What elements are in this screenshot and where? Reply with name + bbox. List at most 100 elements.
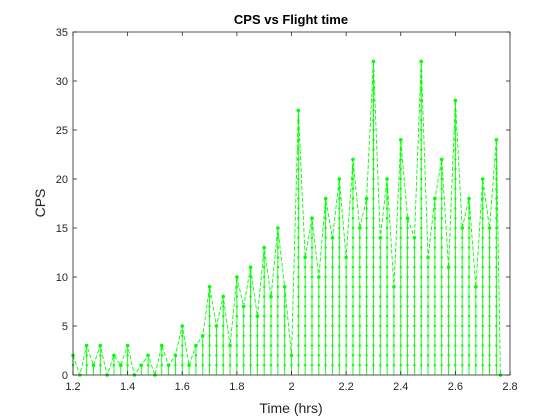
data-point-marker (420, 236, 423, 239)
data-point-marker (297, 246, 300, 249)
data-point-marker (344, 315, 348, 318)
data-point-marker (222, 334, 225, 337)
data-point (480, 177, 485, 181)
data-point-marker (406, 315, 409, 318)
data-point-marker (228, 364, 232, 367)
data-point-marker (338, 187, 341, 190)
data-point-marker (372, 217, 375, 220)
data-point-marker (433, 315, 437, 318)
data-point-marker (372, 138, 375, 141)
y-axis: 0 5 10 15 20 25 30 35 (56, 27, 510, 382)
data-point-marker (249, 354, 252, 357)
data-point-marker (495, 158, 498, 161)
data-point-marker (420, 207, 423, 210)
data-point-marker (454, 285, 457, 288)
data-point-marker (358, 334, 361, 337)
data-point (248, 265, 253, 270)
data-point-marker (249, 275, 252, 279)
data-point-marker (413, 354, 416, 357)
data-point-marker (467, 324, 471, 328)
data-point-marker (208, 305, 211, 308)
data-point-marker (420, 354, 423, 357)
data-point-marker (379, 354, 382, 357)
data-point-marker (461, 295, 464, 298)
y-tick-label: 35 (56, 27, 68, 39)
data-point-marker (317, 334, 321, 337)
data-point-marker (454, 295, 457, 298)
data-point-marker (338, 344, 341, 347)
data-point-marker (440, 187, 443, 190)
data-point-marker (454, 226, 457, 230)
data-point-marker (426, 285, 430, 288)
data-point-marker (344, 344, 348, 347)
data-point-marker (351, 187, 355, 190)
data-point-marker (420, 275, 423, 279)
data-point-marker (481, 207, 484, 210)
data-point-marker (440, 168, 443, 171)
data-point-marker (467, 354, 471, 357)
data-point-marker (146, 364, 150, 367)
data-point-marker (358, 295, 361, 298)
data-point-marker (413, 364, 416, 367)
data-point-marker (454, 128, 457, 132)
data-point-marker (256, 334, 259, 337)
data-point-marker (440, 226, 443, 230)
data-point-marker (454, 266, 457, 269)
data-point-marker (385, 207, 389, 210)
data-point-marker (208, 344, 211, 347)
data-point-marker (379, 295, 382, 298)
data-point-marker (351, 315, 355, 318)
data-point-marker (331, 344, 334, 347)
data-point-marker (481, 217, 484, 220)
data-point-marker (242, 334, 245, 337)
data-point-marker (351, 275, 355, 279)
data-point-marker (495, 315, 498, 318)
data-point-marker (372, 148, 375, 151)
data-point-marker (351, 168, 355, 171)
data-point-marker (276, 334, 280, 337)
data-point-marker (454, 344, 457, 347)
data-point-marker (420, 138, 423, 141)
data-point-marker (338, 207, 341, 210)
data-point (487, 226, 492, 230)
data-point-marker (276, 236, 280, 239)
data-point-marker (297, 295, 300, 298)
chart-title: CPS vs Flight time (234, 12, 348, 27)
data-point-marker (365, 226, 368, 230)
data-point-marker (474, 354, 478, 357)
data-point-marker (324, 334, 327, 337)
data-point-marker (324, 226, 327, 230)
data-point-marker (331, 256, 334, 259)
data-point-marker (215, 354, 218, 357)
data-point-marker (474, 305, 478, 308)
data-point-marker (406, 275, 409, 279)
data-point-marker (338, 364, 341, 367)
x-tick-label: 2.8 (502, 381, 517, 393)
data-point-marker (379, 266, 382, 269)
data-point-marker (235, 324, 239, 328)
data-point-marker (454, 148, 457, 151)
data-point-marker (481, 354, 484, 357)
data-point-marker (317, 295, 321, 298)
data-point-marker (297, 266, 300, 269)
data-point-marker (447, 275, 450, 279)
data-point-marker (461, 305, 464, 308)
data-point-marker (495, 285, 498, 288)
data-point-marker (379, 275, 382, 279)
data-point-marker (454, 138, 457, 141)
data-point-marker (488, 324, 491, 328)
data-point-marker (317, 305, 321, 308)
data-point-marker (420, 364, 423, 367)
data-point-marker (399, 324, 402, 328)
data-point-marker (399, 246, 402, 249)
data-point (200, 334, 205, 338)
data-point-marker (201, 344, 204, 347)
data-point-marker (488, 246, 491, 249)
data-point-marker (467, 226, 471, 230)
data-point-marker (372, 334, 375, 337)
data-point-marker (262, 344, 266, 347)
x-tick-label: 2 (288, 381, 294, 393)
data-point-marker (488, 334, 491, 337)
data-point-marker (338, 275, 341, 279)
